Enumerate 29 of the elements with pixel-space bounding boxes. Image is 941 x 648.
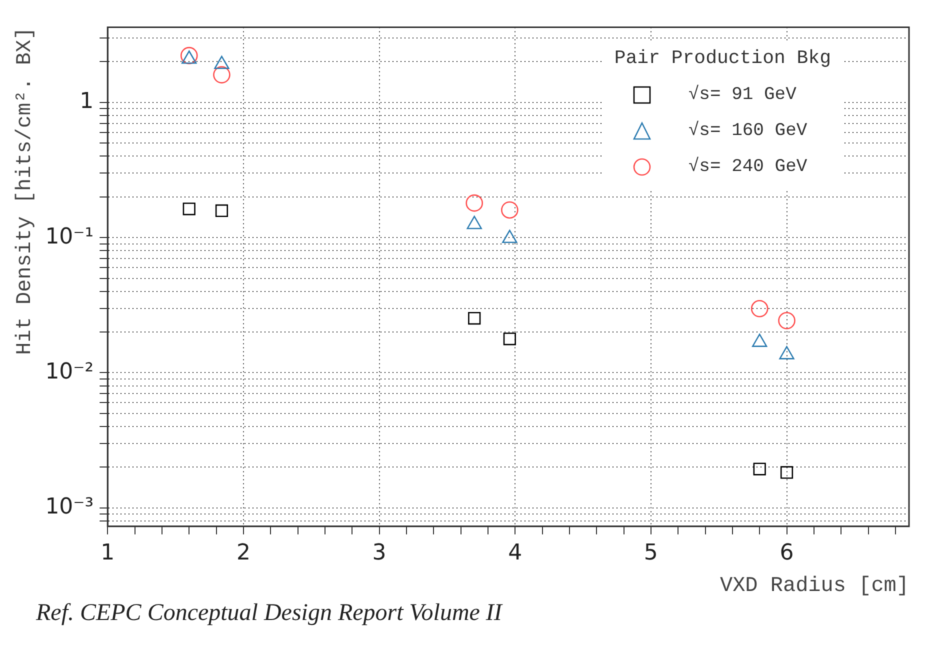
- legend-label: √s= 240 GeV: [688, 157, 808, 178]
- point: [182, 202, 196, 216]
- point: [468, 312, 481, 325]
- x-tick-label: 1: [100, 540, 115, 566]
- legend-label: √s= 91 GeV: [688, 85, 796, 106]
- x-axis-title: VXD Radius [cm]: [720, 574, 909, 598]
- x-tick-label: 5: [644, 540, 658, 566]
- point: [753, 462, 766, 476]
- y-axis-title: Hit Density [hits/cm². BX]: [14, 27, 38, 355]
- point: [466, 194, 484, 212]
- x-tick-label: 2: [236, 540, 250, 566]
- x-tick-label: 6: [780, 540, 794, 566]
- point: [780, 466, 794, 479]
- point: [501, 201, 518, 219]
- x-tick-label: 4: [508, 540, 522, 566]
- point: [180, 46, 198, 64]
- legend-label: √s= 160 GeV: [688, 121, 808, 142]
- y-tick-label: 10⁻¹: [45, 224, 94, 250]
- point: [215, 204, 228, 218]
- point: [213, 66, 230, 84]
- y-tick-label: 10⁻³: [45, 494, 94, 520]
- text: Ref. CEPC Conceptual Design Report Volume II: [34, 600, 504, 627]
- point: [750, 300, 768, 318]
- x-tick-label: 3: [372, 540, 386, 566]
- point: [778, 312, 796, 330]
- point: [503, 332, 516, 346]
- y-tick-label: 10⁻²: [45, 359, 94, 384]
- y-tick-label: 1: [80, 89, 94, 114]
- legend-title: Pair Production Bkg: [614, 47, 831, 70]
